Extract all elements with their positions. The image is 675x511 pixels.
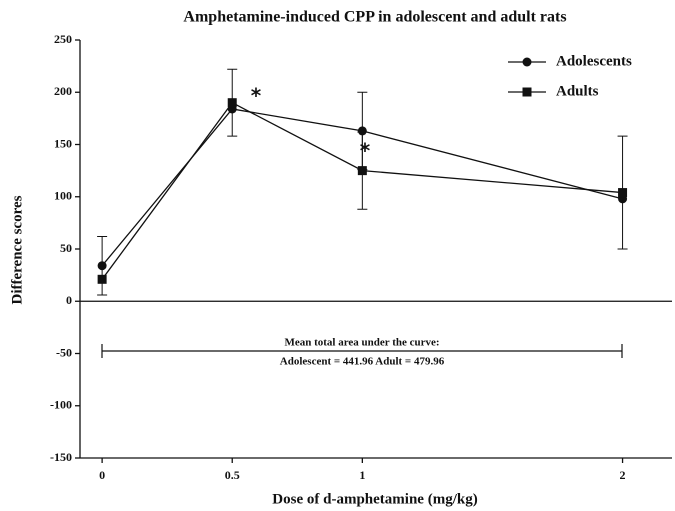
data-point bbox=[227, 98, 237, 108]
x-tick-label: 0 bbox=[99, 468, 105, 482]
annotation: Mean total area under the curve: bbox=[284, 337, 439, 349]
y-tick-label: 250 bbox=[54, 32, 72, 46]
data-point bbox=[97, 274, 107, 284]
legend-label: Adolescents bbox=[556, 53, 632, 69]
annotation: * bbox=[251, 84, 262, 108]
y-tick-label: -100 bbox=[50, 398, 72, 412]
legend-label: Adults bbox=[556, 83, 599, 99]
data-point bbox=[618, 188, 628, 198]
chart-title: Amphetamine-induced CPP in adolescent an… bbox=[183, 9, 566, 26]
x-tick-label: 2 bbox=[620, 468, 626, 482]
x-tick-label: 0.5 bbox=[225, 468, 240, 482]
y-tick-label: -150 bbox=[50, 450, 72, 464]
legend-marker bbox=[522, 87, 532, 97]
x-tick-label: 1 bbox=[359, 468, 365, 482]
y-tick-label: 50 bbox=[60, 241, 72, 255]
y-axis-label: Difference scores bbox=[9, 195, 25, 304]
series-line bbox=[101, 101, 623, 280]
legend-marker bbox=[522, 57, 532, 67]
series-line bbox=[101, 108, 623, 267]
area-bracket bbox=[101, 344, 623, 358]
y-tick-label: 200 bbox=[54, 84, 72, 98]
y-tick-label: 100 bbox=[54, 189, 72, 203]
y-tick-label: 0 bbox=[66, 293, 72, 307]
data-point bbox=[97, 261, 107, 271]
data-point bbox=[357, 126, 367, 136]
y-tick-label: 150 bbox=[54, 136, 72, 150]
y-tick-label: -50 bbox=[56, 345, 72, 359]
annotation: * bbox=[360, 139, 371, 163]
data-point bbox=[357, 166, 367, 176]
annotation: Adolescent = 441.96 Adult = 479.96 bbox=[280, 356, 445, 368]
x-axis-label: Dose of d-amphetamine (mg/kg) bbox=[272, 491, 477, 507]
